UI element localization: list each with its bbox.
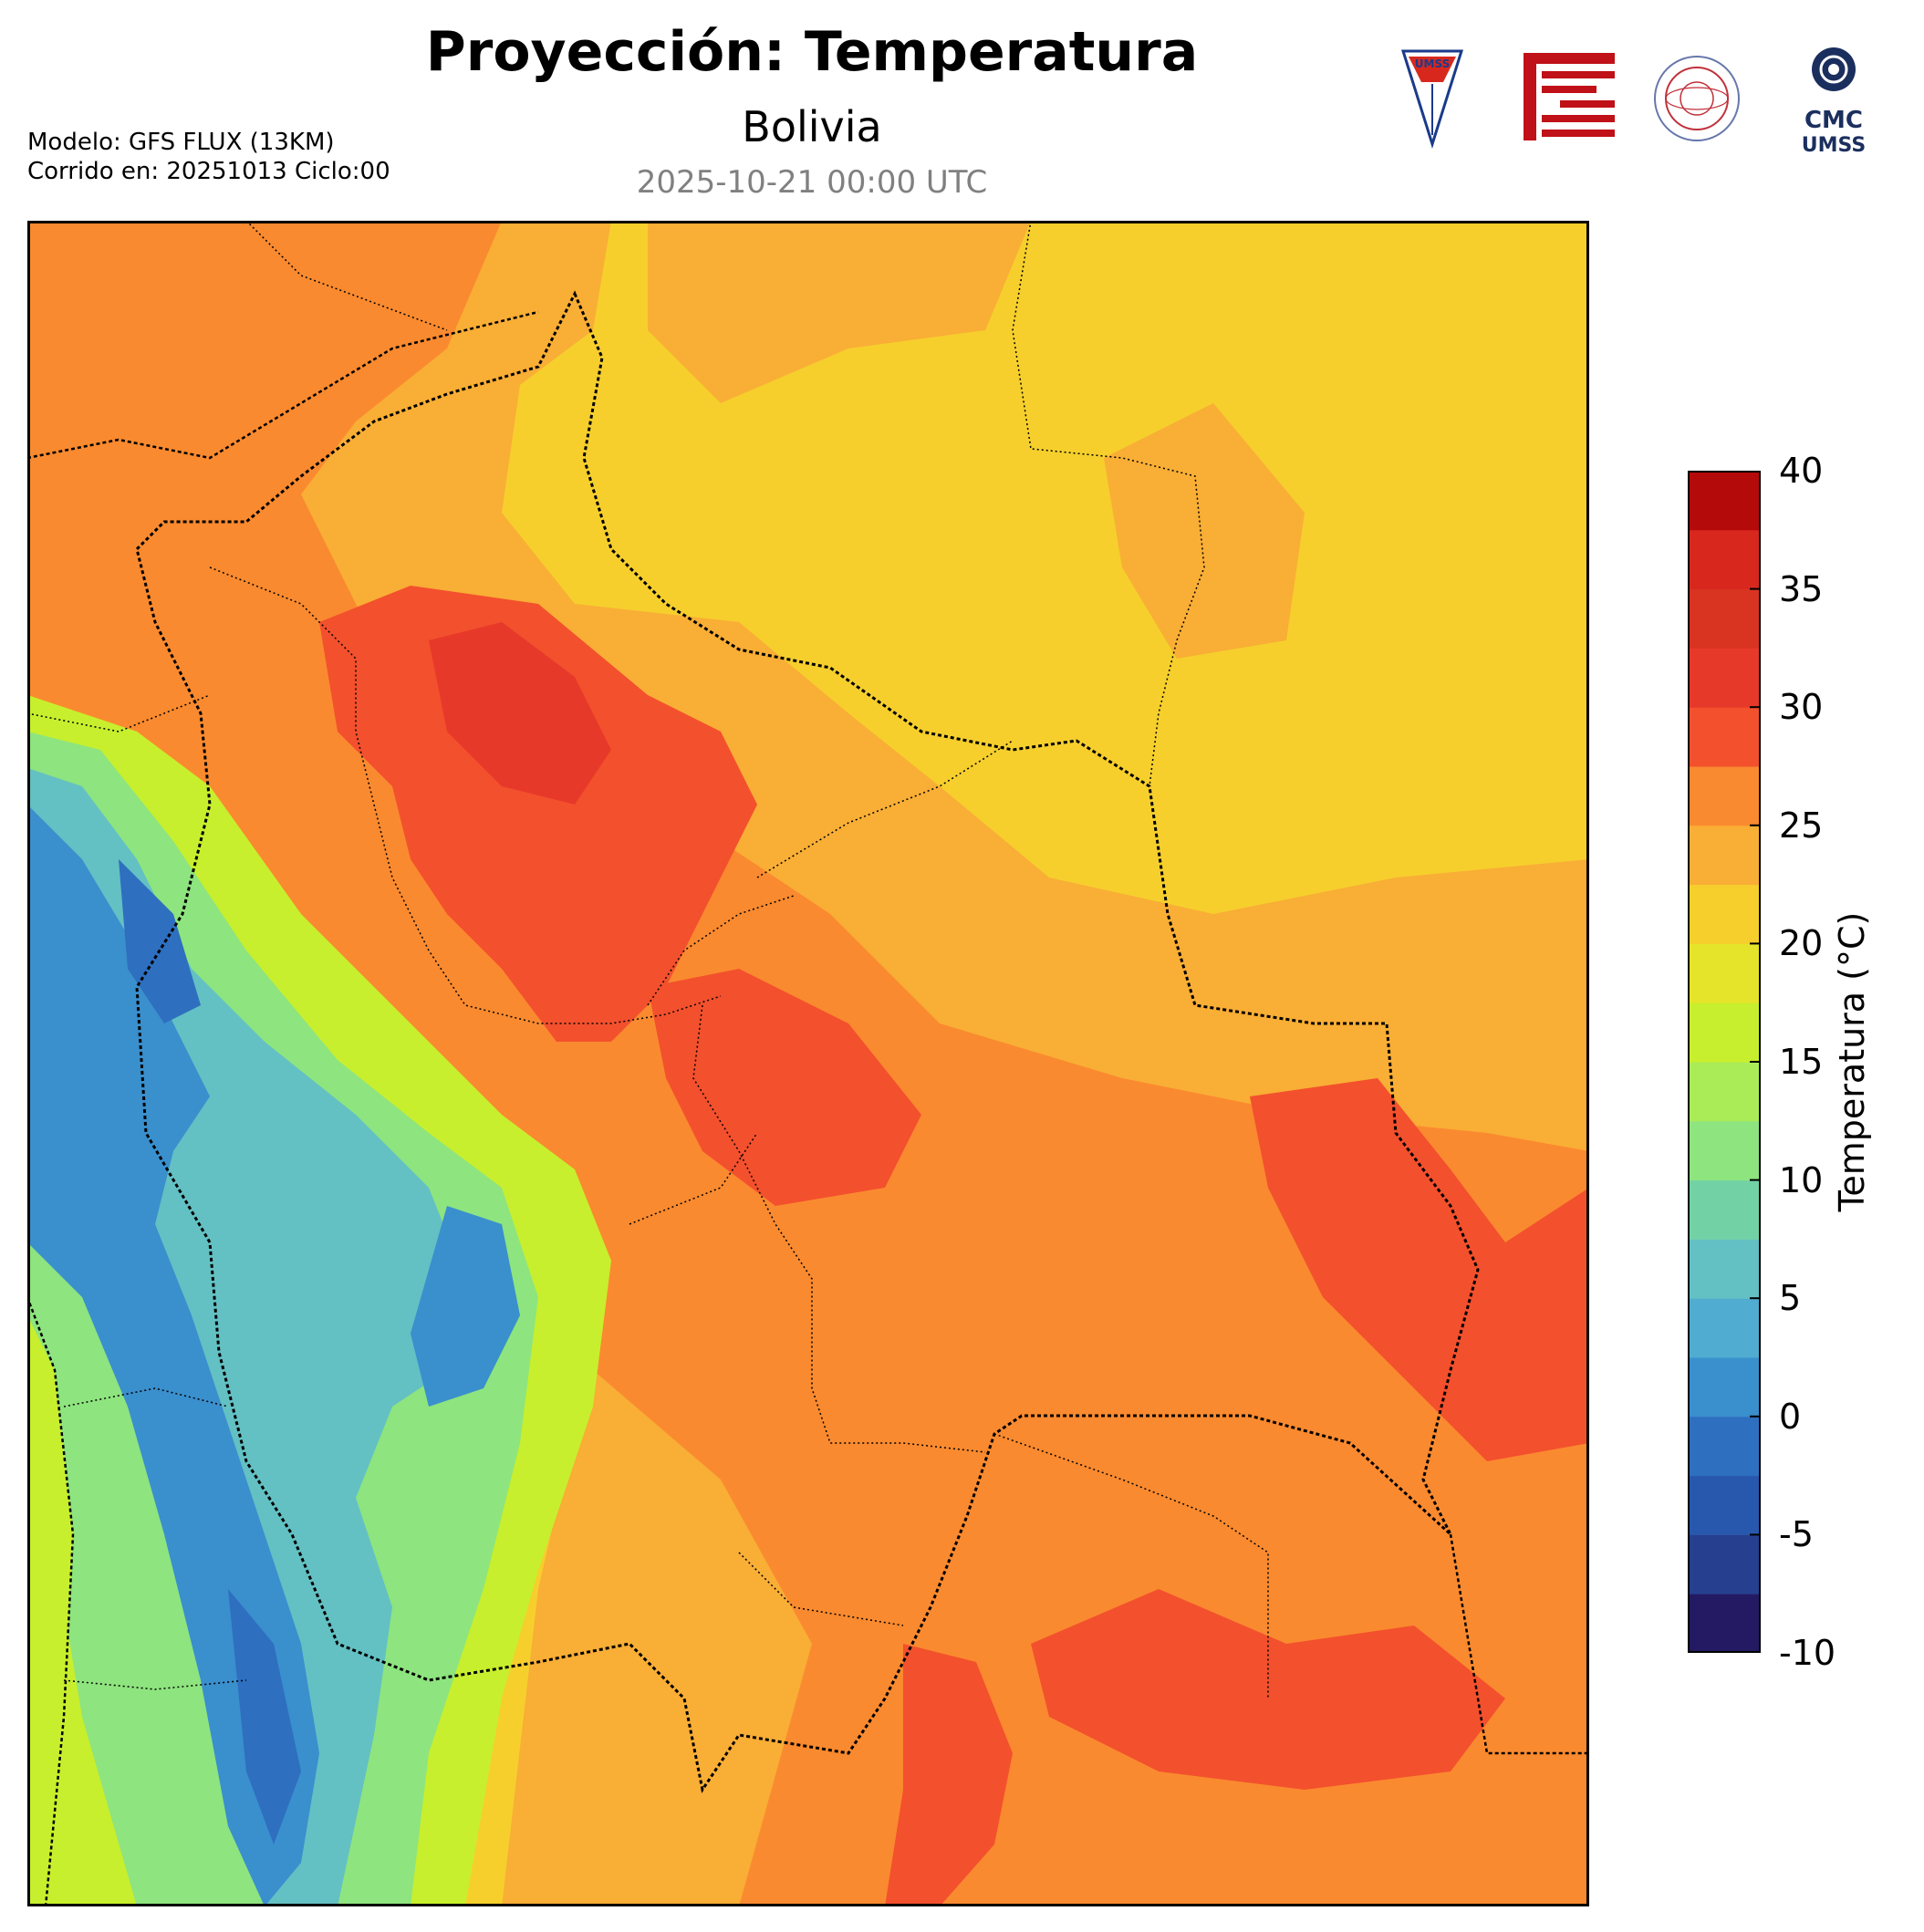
red-emblem-logo [1524,53,1615,140]
valid-time: 2025-10-21 00:00 UTC [636,164,988,201]
colorbar-label: Temperatura (°C) [1832,911,1872,1212]
colorbar [1688,471,1761,1653]
svg-text:UMSS: UMSS [1415,57,1450,70]
colorbar-segment [1688,1298,1761,1358]
temp-zone-hot-sw [885,1644,1013,1906]
colorbar-segment [1688,1120,1761,1181]
peru-chile-border [27,1296,75,1906]
dept-line-9 [1012,221,1205,787]
map-title: Proyección: Temperatura [425,20,1199,84]
temp-zone-hot-north [319,586,757,1042]
colorbar-segment [1688,1239,1761,1299]
colorbar-tick-label: 20 [1779,923,1824,964]
colorbar-tick-label: 35 [1779,568,1824,609]
temperature-map [27,221,1589,1906]
temp-zone-orange-nw [27,221,338,513]
colorbar-tick-label: -10 [1779,1633,1836,1673]
colorbar-tick-label: 30 [1779,687,1824,728]
umss-shield-logo: UMSS [1400,49,1464,150]
model-line: Modelo: GFS FLUX (13KM) [27,129,335,156]
model-info: Modelo: GFS FLUX (13KM) Corrido en: 2025… [27,128,390,186]
colorbar-segment [1688,884,1761,944]
colorbar-segment [1688,825,1761,886]
colorbar-segment [1688,1179,1761,1240]
temp-zone-hot-center [648,969,921,1206]
colorbar-segment [1688,1357,1761,1418]
bolivia-border [135,290,1480,1793]
svg-text:CMC: CMC [1804,107,1863,134]
colorbar-tick-labels: 40 35 30 25 20 15 10 5 0 -5 -10 [1779,451,1870,1673]
dept-line-11 [63,1387,229,1407]
dept-line-2 [209,566,722,1024]
colorbar-segment [1688,1416,1761,1477]
dept-line-6 [629,1132,758,1225]
temp-zone-coast-lime [27,1315,73,1906]
temp-zone-coldest-south [228,1589,301,1844]
temp-zone-blue-inner [411,1206,520,1407]
colorbar-tick-label: 40 [1779,451,1824,491]
colorbar-segment [1688,1475,1761,1535]
temp-zone-hot-south [1031,1589,1505,1790]
colorbar-segment [1688,1594,1761,1653]
colorbar-tick-label: 25 [1779,805,1824,846]
northern-border [27,310,539,460]
colorbar-tick-label: 0 [1779,1396,1802,1437]
colorbar-segment [1688,1062,1761,1122]
dept-line-5 [692,1004,986,1453]
colorbar-segment [1688,1534,1761,1594]
colorbar-segment [1688,1002,1761,1063]
colorbar-tick-label: 15 [1779,1042,1824,1082]
dept-line-3 [756,740,1014,878]
dept-line-7 [738,1552,904,1626]
run-line: Corrido en: 20251013 Ciclo:00 [27,158,390,185]
temp-zone-hottest [429,622,611,805]
colorbar-segment [1688,529,1761,590]
institution-logos: UMSS CMC UMSS [1400,47,1866,157]
colorbar-tick-label: 10 [1779,1159,1824,1200]
colorbar-segment [1688,471,1761,531]
temp-zone-hot-east [1250,1078,1589,1461]
map-frame [27,221,1589,1906]
colorbar-segment [1688,707,1761,767]
dept-line-8 [993,1433,1269,1698]
svg-text:UMSS: UMSS [1802,134,1866,157]
department-boundaries [27,221,1269,1698]
temp-zone-warm-e [1104,403,1305,659]
temp-zone-warm-ne [648,221,1031,403]
cmc-logo: CMC UMSS [1802,47,1866,157]
region-subtitle: Bolivia [742,102,882,151]
colorbar-segment [1688,766,1761,826]
colorbar-segment [1688,648,1761,708]
dept-line-12 [63,1679,247,1690]
dept-line-4 [647,895,795,1006]
colorbar-tick-label: -5 [1779,1514,1814,1555]
dept-line-1 [27,694,211,732]
paraguay-border [1449,1533,1589,1755]
colorbar-segment [1688,588,1761,649]
colorbar-tick-label: 5 [1779,1278,1802,1319]
colorbar-segment [1688,943,1761,1003]
departamento-fisica-logo [1654,56,1740,141]
